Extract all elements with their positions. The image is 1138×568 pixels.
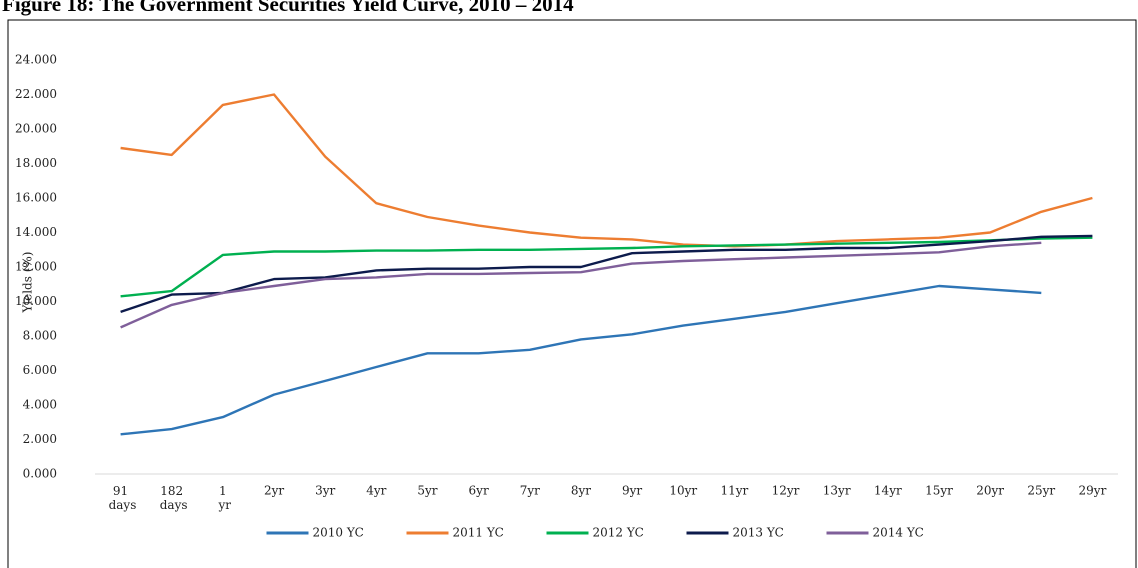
y-tick-label: 16.000	[15, 191, 57, 205]
y-axis-label: Yields (%)	[21, 252, 35, 314]
x-tick-label: 182 days	[156, 484, 188, 512]
legend-label: 2011 YC	[453, 526, 504, 540]
y-tick-label: 2.000	[23, 432, 57, 446]
legend-label: 2010 YC	[313, 526, 364, 540]
x-tick-label: 10yr	[669, 484, 697, 498]
x-tick-label: 20yr	[976, 484, 1004, 498]
x-tick-label: 29yr	[1079, 484, 1107, 498]
x-tick-label: 3yr	[315, 484, 335, 498]
series-line	[120, 93, 1093, 248]
y-tick-label: 4.000	[23, 398, 57, 412]
y-tick-label: 12.000	[15, 260, 57, 274]
x-tick-label: 15yr	[925, 484, 953, 498]
x-tick-label: 7yr	[520, 484, 540, 498]
y-tick-label: 0.000	[23, 467, 57, 481]
series-line	[120, 284, 1042, 436]
y-tick-label: 8.000	[23, 329, 57, 343]
x-tick-label: 6yr	[469, 484, 489, 498]
x-tick-label: 8yr	[571, 484, 591, 498]
x-tick-label: 11yr	[720, 484, 748, 498]
y-tick-label: 20.000	[15, 122, 57, 136]
x-tick-label: 9yr	[622, 484, 642, 498]
legend-label: 2012 YC	[593, 526, 644, 540]
y-tick-label: 14.000	[15, 225, 57, 239]
y-tick-label: 24.000	[15, 53, 57, 67]
x-tick-label: 14yr	[874, 484, 902, 498]
chart-title: Figure 18: The Government Securities Yie…	[2, 0, 574, 16]
y-tick-label: 10.000	[15, 294, 57, 308]
y-tick-label: 22.000	[15, 87, 57, 101]
legend-label: 2014 YC	[873, 526, 924, 540]
x-tick-label: 4yr	[366, 484, 386, 498]
x-tick-label: 13yr	[823, 484, 851, 498]
x-tick-label: 2yr	[264, 484, 284, 498]
series-line	[120, 234, 1093, 314]
y-tick-label: 18.000	[15, 156, 57, 170]
y-tick-label: 6.000	[23, 363, 57, 377]
series-line	[120, 236, 1093, 298]
x-tick-label: 5yr	[417, 484, 437, 498]
x-tick-label: 12yr	[772, 484, 800, 498]
x-tick-label: 25yr	[1027, 484, 1055, 498]
frame	[7, 19, 1137, 568]
x-tick-label: 91 days	[105, 484, 137, 512]
x-tick-label: 1 yr	[215, 484, 232, 512]
series-line	[120, 241, 1042, 329]
legend-label: 2013 YC	[733, 526, 784, 540]
